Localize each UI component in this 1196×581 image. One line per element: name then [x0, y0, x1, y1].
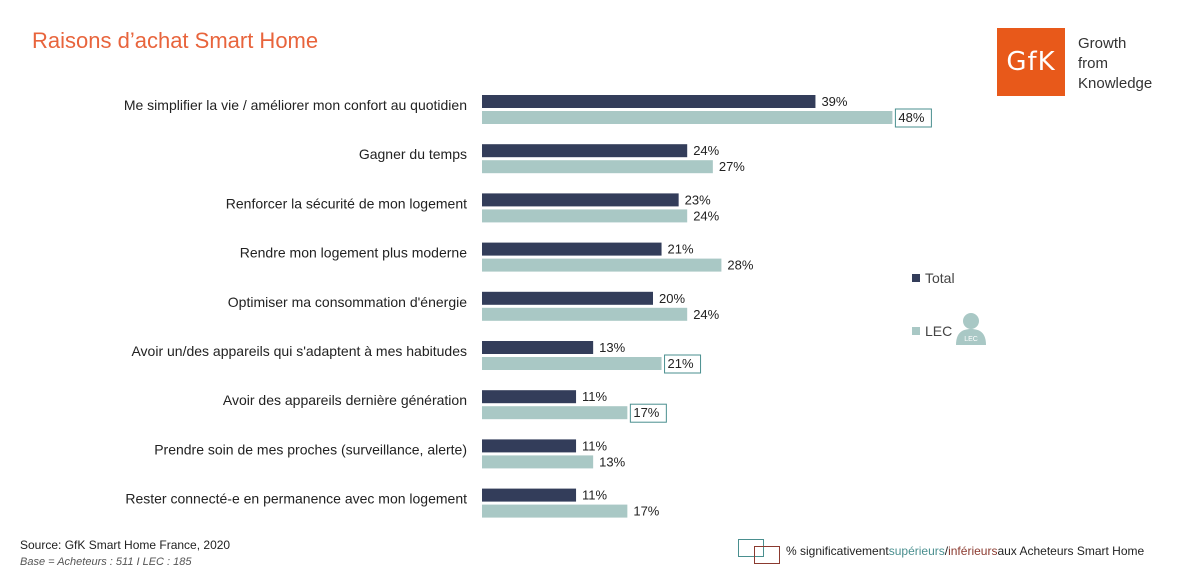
- significance-box: [664, 354, 702, 374]
- bar-total: [482, 144, 688, 158]
- bar-lec: [482, 357, 662, 370]
- value-label-lec: 17%: [633, 405, 659, 420]
- value-label-lec: 28%: [727, 258, 753, 273]
- sig-suffix: aux Acheteurs Smart Home: [997, 544, 1145, 558]
- sig-prefix: % significativement: [786, 544, 889, 558]
- bar-lec: [482, 406, 628, 420]
- category-label: Gagner du temps: [359, 146, 467, 162]
- value-label-lec: 21%: [668, 356, 694, 371]
- bar-lec: [482, 209, 688, 223]
- value-label-lec: 48%: [898, 110, 924, 125]
- value-label-total: 11%: [582, 438, 607, 453]
- significance-box: [629, 403, 667, 423]
- sig-sep: /: [944, 544, 949, 558]
- value-label-lec: 17%: [633, 504, 659, 519]
- legend-item-total: Total: [912, 270, 955, 286]
- chart-title: Raisons d’achat Smart Home: [32, 28, 319, 53]
- legend-swatch-lec: [912, 327, 920, 335]
- significance-note: % significativement supérieurs / inférie…: [738, 539, 1145, 564]
- bar-total: [482, 193, 679, 207]
- person-icon-label: LEC: [964, 336, 978, 343]
- legend-item-lec: LEC: [912, 323, 952, 339]
- sig-lower: inférieurs: [948, 544, 998, 558]
- gfk-logo: GfK: [997, 28, 1065, 96]
- significance-box: [894, 108, 932, 128]
- bar-total: [482, 390, 577, 404]
- value-label-lec: 13%: [599, 454, 625, 469]
- source-note: Source: GfK Smart Home France, 2020: [20, 538, 231, 552]
- bar-lec: [482, 504, 628, 518]
- category-label: Optimiser ma consommation d'énergie: [228, 294, 467, 310]
- significance-box-icon: [738, 539, 782, 564]
- tagline-line-3: Knowledge: [1078, 75, 1153, 92]
- bar-lec: [482, 160, 713, 174]
- category-label: Renforcer la sécurité de mon logement: [226, 195, 467, 211]
- bar-total: [482, 291, 653, 305]
- value-label-total: 13%: [599, 340, 625, 355]
- category-label: Avoir un/des appareils qui s'adaptent à …: [131, 343, 467, 359]
- category-label: Rester connecté-e en permanence avec mon…: [125, 491, 467, 507]
- tagline-line-2: from: [1078, 55, 1108, 72]
- category-label: Avoir des appareils dernière génération: [223, 392, 467, 408]
- bar-total: [482, 439, 577, 453]
- bar-total: [482, 488, 577, 502]
- value-label-lec: 24%: [693, 208, 719, 223]
- category-label: Prendre soin de mes proches (surveillanc…: [154, 441, 467, 457]
- value-label-total: 21%: [668, 242, 694, 257]
- tagline-line-1: Growth: [1078, 35, 1127, 52]
- value-label-total: 23%: [685, 192, 711, 207]
- value-label-total: 39%: [821, 94, 847, 109]
- logo-tagline: Growth from Knowledge: [1078, 34, 1152, 94]
- bar-total: [482, 242, 662, 256]
- bar-lec: [482, 455, 594, 469]
- value-label-lec: 27%: [719, 159, 745, 174]
- bar-lec: [482, 258, 722, 272]
- legend-label-total: Total: [925, 270, 955, 286]
- value-label-total: 20%: [659, 291, 685, 306]
- value-label-total: 11%: [582, 488, 607, 503]
- value-label-total: 11%: [582, 389, 607, 404]
- legend-swatch-total: [912, 274, 920, 282]
- value-label-lec: 24%: [693, 307, 719, 322]
- bar-lec: [482, 307, 688, 321]
- bar-total: [482, 341, 594, 354]
- category-label: Me simplifier la vie / améliorer mon con…: [124, 97, 467, 113]
- category-label: Rendre mon logement plus moderne: [240, 245, 467, 261]
- legend-label-lec: LEC: [925, 323, 953, 339]
- bar-total: [482, 95, 816, 108]
- value-label-total: 24%: [693, 143, 719, 158]
- person-icon: LEC: [956, 313, 986, 345]
- gfk-logo-mark: GfK: [1006, 47, 1056, 77]
- bar-lec: [482, 111, 893, 124]
- base-note: Base = Acheteurs : 511 I LEC : 185: [20, 556, 192, 568]
- sig-higher: supérieurs: [888, 544, 945, 558]
